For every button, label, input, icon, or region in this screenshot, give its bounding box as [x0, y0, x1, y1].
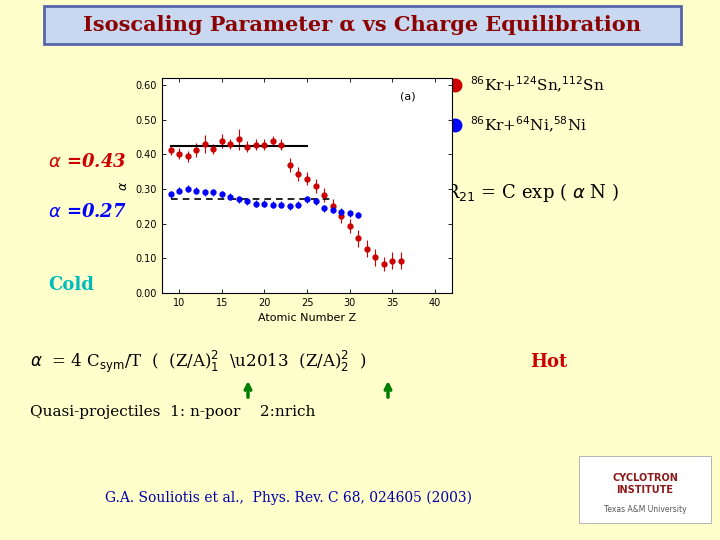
Text: Hot: Hot	[530, 353, 567, 371]
Text: $^{86}$Kr+$^{64}$Ni,$^{58}$Ni: $^{86}$Kr+$^{64}$Ni,$^{58}$Ni	[470, 115, 587, 135]
Text: Isoscaling Parameter α vs Charge Equilibration: Isoscaling Parameter α vs Charge Equilib…	[83, 15, 641, 35]
X-axis label: Atomic Number Z: Atomic Number Z	[258, 313, 356, 323]
Text: (a): (a)	[400, 91, 415, 102]
Y-axis label: α: α	[117, 181, 130, 190]
Text: CYCLOTRON: CYCLOTRON	[612, 473, 678, 483]
Text: Texas A&M University: Texas A&M University	[603, 505, 686, 515]
Text: G.A. Souliotis et al.,  Phys. Rev. C 68, 024605 (2003): G.A. Souliotis et al., Phys. Rev. C 68, …	[105, 491, 472, 505]
Text: $\alpha$ =0.27: $\alpha$ =0.27	[48, 203, 126, 221]
Text: Cold: Cold	[48, 276, 94, 294]
Text: R$_{21}$ = C exp ( $\alpha$ N ): R$_{21}$ = C exp ( $\alpha$ N )	[445, 180, 618, 204]
Text: Quasi-projectiles  1: n-poor    2:nrich: Quasi-projectiles 1: n-poor 2:nrich	[30, 405, 315, 419]
FancyBboxPatch shape	[579, 456, 711, 523]
FancyBboxPatch shape	[44, 6, 681, 44]
Text: $\alpha$ =0.43: $\alpha$ =0.43	[48, 153, 126, 171]
Text: $^{86}$Kr+$^{124}$Sn,$^{112}$Sn: $^{86}$Kr+$^{124}$Sn,$^{112}$Sn	[470, 75, 605, 95]
Text: $\alpha$  = 4 C$_{\rm sym}$/T  (  (Z/A)$_1^2$  \u2013  (Z/A)$_2^2$  ): $\alpha$ = 4 C$_{\rm sym}$/T ( (Z/A)$_1^…	[30, 349, 366, 375]
Text: INSTITUTE: INSTITUTE	[616, 485, 673, 495]
